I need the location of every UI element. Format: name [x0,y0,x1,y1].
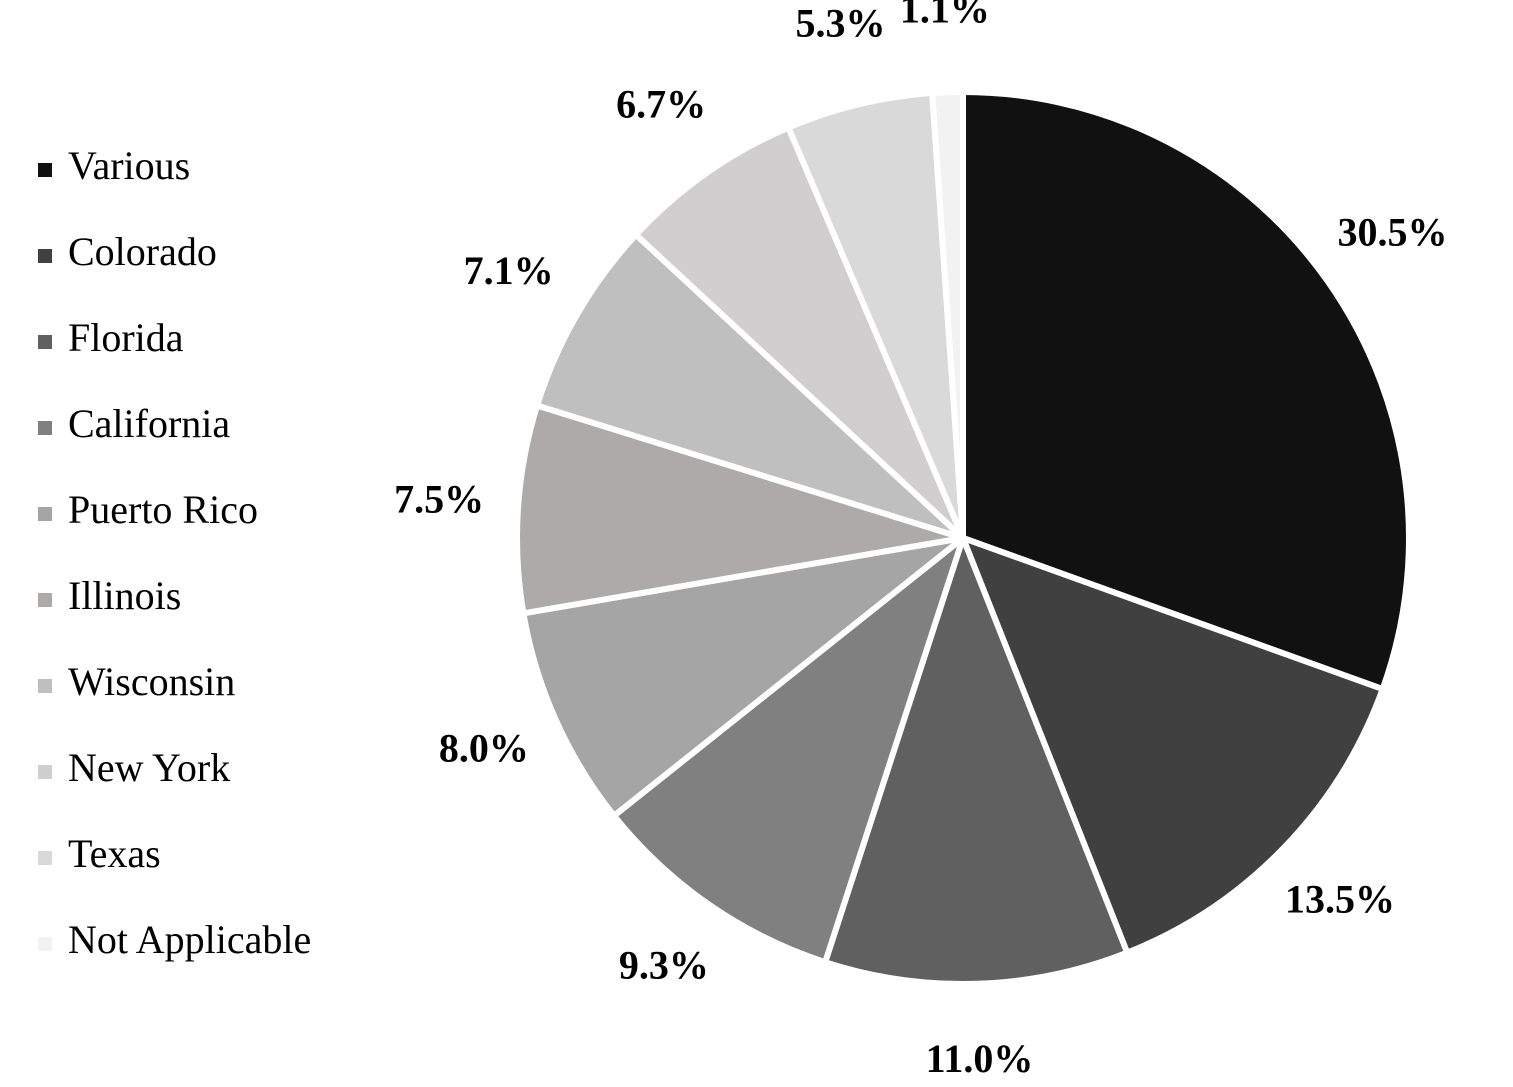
legend-text: Colorado [68,229,217,274]
legend-text: Illinois [68,573,181,618]
legend-text: Texas [68,831,161,876]
legend-swatch [38,507,52,521]
legend-text: Puerto Rico [68,487,258,532]
value-label: 5.3% [795,1,885,46]
pie-slice [822,535,1131,987]
value-label: 30.5% [1338,209,1448,254]
pie-slice [960,89,1412,693]
legend-text: Various [68,143,190,188]
legend-text: Florida [68,315,184,360]
value-label: 7.1% [464,248,554,293]
value-label: 11.0% [926,1036,1034,1081]
legend-text: New York [68,745,230,790]
value-label: 7.5% [394,477,484,522]
legend-text: Not Applicable [68,917,311,962]
legend-text: California [68,401,230,446]
pie-slice [534,231,966,541]
legend-swatch [38,593,52,607]
legend-text: Wisconsin [68,659,235,704]
pie-slice [632,124,966,541]
value-label: 1.1% [900,0,990,32]
value-label: 9.3% [619,943,709,988]
pie-slice [611,535,966,966]
legend-swatch [38,679,52,693]
pie-slice [514,402,966,617]
legend-swatch [38,937,52,951]
legend-swatch [38,421,52,435]
value-label: 13.5% [1285,877,1395,922]
legend-swatch [38,249,52,263]
legend-swatch [38,335,52,349]
pie-slice [929,89,966,541]
legend-swatch [38,163,52,177]
value-label: 8.0% [439,726,529,771]
pie-slice [960,535,1386,956]
legend-swatch [38,765,52,779]
pie-slice [520,535,966,819]
value-label: 6.7% [616,82,706,127]
legend-swatch [38,851,52,865]
